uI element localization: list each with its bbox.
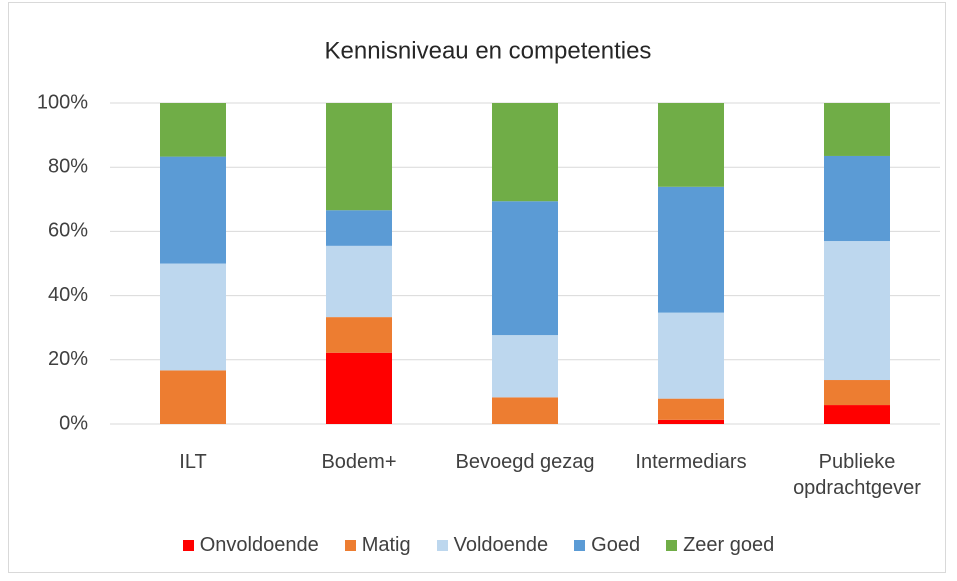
- legend: Onvoldoende Matig Voldoende Goed Zeer goed: [0, 534, 957, 557]
- y-tick-label: 100%: [37, 91, 88, 113]
- legend-swatch: [574, 540, 586, 551]
- legend-item: Zeer goed: [666, 534, 774, 557]
- bar-segment: [160, 370, 226, 424]
- bar-segment: [658, 419, 724, 424]
- chart-title: Kennisniveau en competenties: [325, 37, 652, 64]
- bar-segment: [658, 398, 724, 420]
- bar-segment: [824, 103, 890, 156]
- chart-frame: [8, 2, 946, 573]
- bar-segment: [492, 335, 558, 398]
- bar-segment: [492, 201, 558, 336]
- y-tick-label: 20%: [48, 348, 88, 370]
- bar-segment: [658, 312, 724, 399]
- legend-label: Goed: [591, 534, 641, 556]
- legend-item: Goed: [574, 534, 640, 557]
- legend-item: Voldoende: [436, 534, 549, 557]
- legend-label: Matig: [361, 534, 411, 556]
- x-tick-label: Publieke opdrachtgever: [793, 451, 921, 499]
- legend-label: Zeer goed: [683, 534, 775, 556]
- bar-segment: [658, 103, 724, 187]
- bar-segment: [326, 245, 392, 318]
- legend-swatch: [182, 540, 194, 551]
- bar-segment: [326, 352, 392, 424]
- x-tick-label: Bevoegd gezag: [455, 451, 595, 473]
- bar-segment: [160, 156, 226, 264]
- bar-segment: [326, 317, 392, 353]
- bar-segment: [326, 103, 392, 211]
- bar-segment: [824, 155, 890, 242]
- bar-segment: [160, 103, 226, 157]
- legend-item: Matig: [344, 534, 411, 557]
- legend-label: Onvoldoende: [199, 534, 319, 556]
- bar-segment: [326, 210, 392, 246]
- legend-item: Onvoldoende: [182, 534, 319, 557]
- bar-segment: [658, 186, 724, 313]
- legend-swatch: [344, 540, 356, 551]
- bar-segment: [824, 241, 890, 381]
- x-tick-label: ILT: [179, 451, 207, 473]
- y-tick-label: 0%: [59, 412, 88, 434]
- y-tick-label: 60%: [48, 220, 88, 242]
- legend-swatch: [436, 540, 448, 551]
- x-tick-label: Intermediars: [635, 451, 747, 473]
- legend-swatch: [666, 540, 678, 551]
- legend-label: Voldoende: [453, 534, 549, 556]
- x-tick-label: Bodem+: [321, 451, 397, 473]
- y-tick-label: 40%: [48, 284, 88, 306]
- bar-segment: [492, 397, 558, 424]
- bar-segment: [160, 263, 226, 371]
- y-tick-label: 80%: [48, 155, 88, 177]
- bar-segment: [824, 380, 890, 406]
- bar-segment: [824, 405, 890, 424]
- bar-segment: [492, 103, 558, 202]
